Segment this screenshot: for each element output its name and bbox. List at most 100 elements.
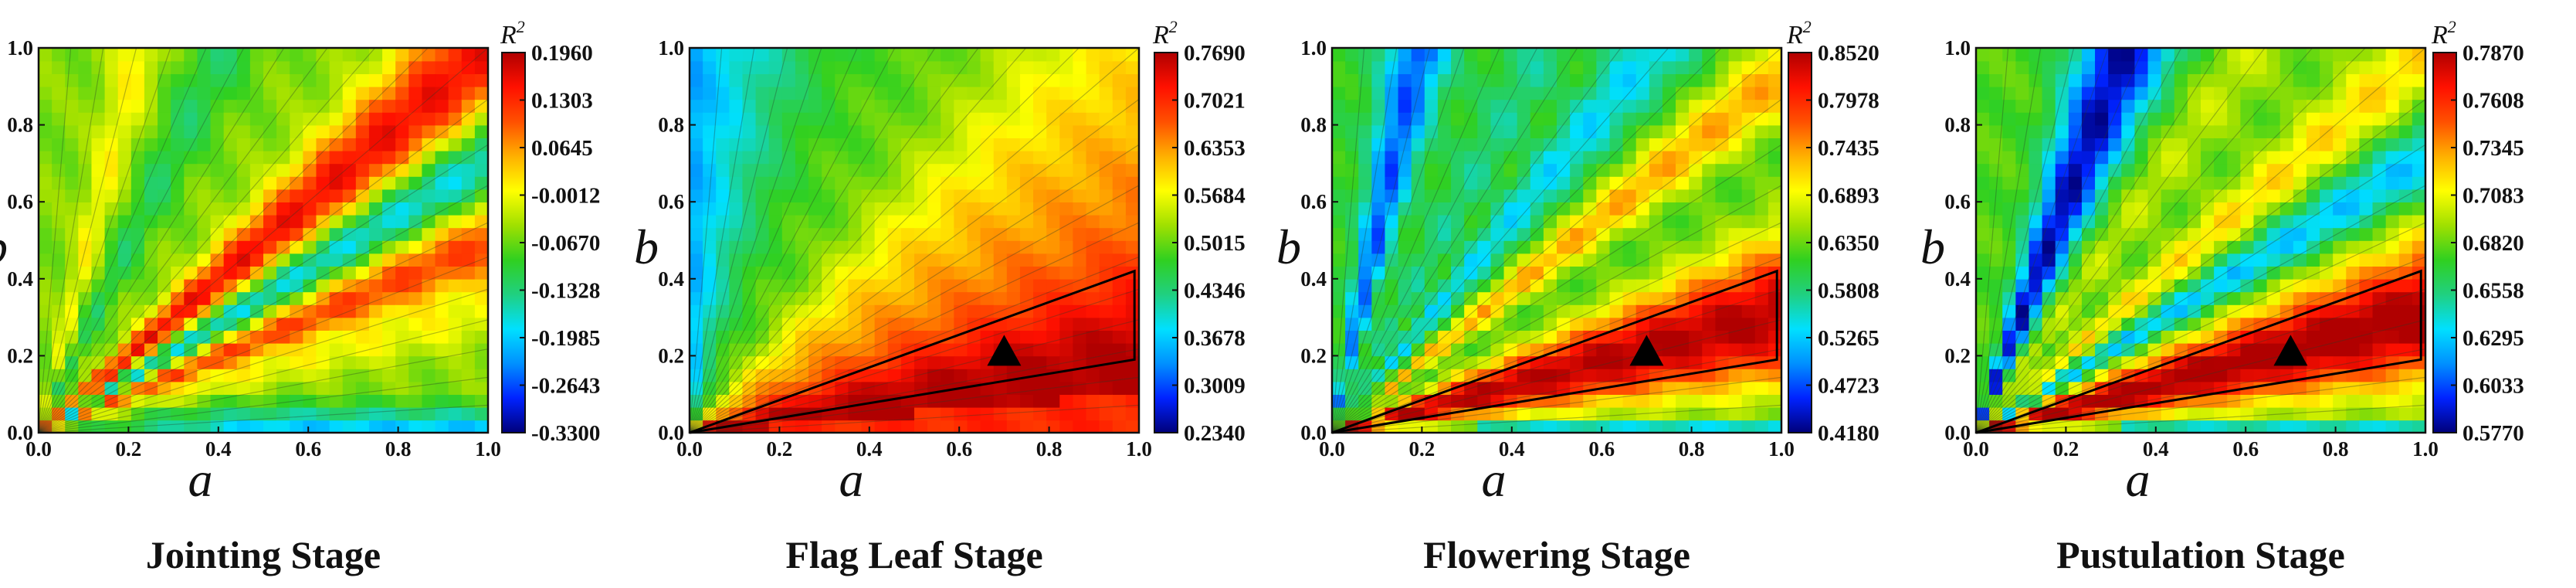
heat-cell — [422, 240, 436, 254]
heat-cell — [1332, 73, 1346, 87]
heat-cell — [1477, 86, 1492, 100]
heat-cell — [2121, 227, 2136, 241]
heat-cell — [729, 48, 744, 62]
heat-cell — [342, 369, 357, 382]
heat-cell — [1464, 176, 1479, 190]
heat-cell — [808, 342, 822, 357]
heat-cell — [1517, 112, 1531, 126]
heat-cell — [2359, 420, 2374, 433]
heat-cell — [329, 124, 344, 138]
heat-cell — [2055, 163, 2069, 177]
heat-cell — [941, 278, 955, 293]
heat-cell — [954, 214, 968, 229]
heat-cell — [1477, 48, 1492, 62]
heat-cell — [435, 342, 449, 357]
heat-cell — [755, 266, 770, 280]
heat-cell — [1398, 420, 1412, 433]
heat-cell — [2279, 394, 2294, 408]
heat-cell — [1689, 124, 1703, 138]
heat-cell — [1689, 266, 1703, 280]
heat-cell — [1741, 214, 1756, 229]
contour-line — [689, 222, 1140, 433]
heat-cell — [835, 291, 849, 305]
heat-cell — [1989, 266, 2004, 280]
heat-cell — [435, 369, 449, 382]
heat-cell — [2108, 253, 2123, 267]
heat-cell — [1503, 330, 1518, 344]
heat-cell — [1073, 214, 1087, 229]
heat-cell — [1385, 394, 1399, 408]
heat-cell — [2266, 124, 2281, 138]
heat-cell — [184, 99, 198, 113]
heat-cell — [1702, 189, 1717, 202]
heat-cell — [2015, 266, 2030, 280]
heat-cell — [1649, 330, 1663, 344]
colorbar-tick-label: 0.1960 — [531, 41, 593, 66]
heat-cell — [2095, 394, 2109, 408]
heat-cell — [78, 60, 93, 74]
heat-cell — [2161, 227, 2175, 241]
heat-cell — [795, 138, 809, 151]
heat-cell — [1073, 48, 1087, 62]
heat-cell — [1385, 291, 1399, 305]
heat-cell — [104, 189, 119, 202]
heat-cell — [1662, 266, 1676, 280]
heat-cell — [1676, 48, 1690, 62]
heat-cell — [1530, 227, 1544, 241]
heat-cell — [1345, 330, 1360, 344]
heat-cell — [795, 240, 809, 254]
heat-cell — [1099, 420, 1113, 433]
heat-cell — [117, 48, 132, 62]
colorbar-tick-label: -0.3300 — [531, 421, 600, 446]
heat-cell — [104, 266, 119, 280]
heat-cell — [1609, 304, 1624, 318]
heat-cell — [874, 86, 889, 100]
heat-cell — [78, 163, 93, 177]
contour-line — [1975, 98, 2426, 433]
heat-cell — [422, 60, 436, 74]
heat-cell — [329, 394, 344, 408]
heat-cell — [954, 48, 968, 62]
heat-cell — [236, 202, 251, 216]
heat-cell — [249, 189, 264, 202]
heat-cell — [1702, 355, 1717, 369]
heat-cell — [1557, 176, 1571, 190]
heat-cell — [993, 381, 1008, 395]
heat-cell — [474, 369, 489, 382]
heat-cell — [874, 124, 889, 138]
heat-cell — [474, 317, 489, 331]
heat-cell — [461, 253, 476, 267]
heat-cell — [2227, 291, 2242, 305]
heat-cell — [249, 420, 264, 433]
heat-cell — [914, 99, 928, 113]
heat-cell — [1411, 214, 1425, 229]
heat-cell — [2333, 304, 2347, 318]
heat-cell — [967, 394, 981, 408]
heat-cell — [2042, 202, 2056, 216]
heat-cell — [316, 138, 330, 151]
heat-cell — [795, 291, 809, 305]
heat-cell — [1019, 189, 1034, 202]
heat-cell — [2398, 73, 2413, 87]
heat-cell — [1424, 138, 1439, 151]
heat-cell — [2042, 48, 2056, 62]
heat-cell — [1768, 60, 1782, 74]
heat-cell — [768, 381, 783, 395]
heat-cell — [2055, 355, 2069, 369]
heat-cell — [1345, 394, 1360, 408]
heat-cell — [2095, 176, 2109, 190]
heat-cell — [1451, 266, 1465, 280]
heat-cell — [422, 304, 436, 318]
heat-cell — [980, 394, 995, 408]
heat-cell — [954, 304, 968, 318]
heat-cell — [1622, 291, 1637, 305]
heat-cell — [980, 266, 995, 280]
heat-cell — [1989, 150, 2004, 165]
heat-cell — [795, 420, 809, 433]
heat-cell — [2201, 124, 2215, 138]
heat-cell — [1358, 202, 1373, 216]
y-tick-label: 0.6 — [7, 190, 33, 213]
heat-cell — [382, 240, 396, 254]
heat-cell — [368, 73, 383, 87]
heat-cell — [342, 317, 357, 331]
